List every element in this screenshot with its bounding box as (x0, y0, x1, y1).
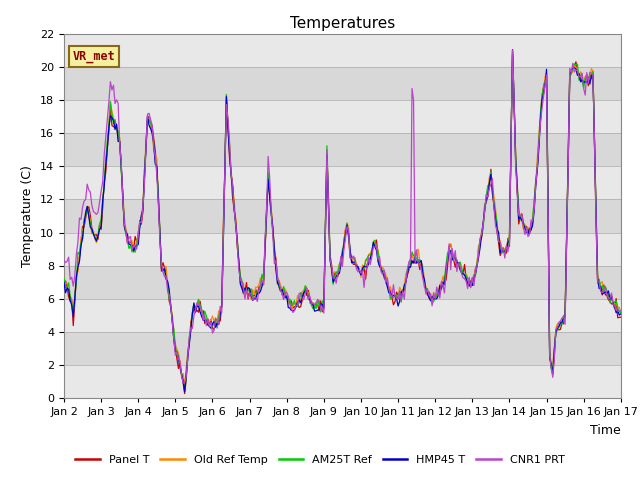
Bar (64, 299, 621, 332)
Text: VR_met: VR_met (72, 50, 115, 63)
Bar (64, 332, 621, 365)
Bar (64, 266, 621, 299)
Bar (64, 34, 621, 67)
Bar (64, 67, 621, 100)
Bar (64, 233, 621, 266)
Bar (64, 365, 621, 398)
Bar (64, 166, 621, 199)
Bar (64, 100, 621, 133)
X-axis label: Time: Time (590, 424, 621, 437)
Title: Temperatures: Temperatures (290, 16, 395, 31)
Bar (64, 133, 621, 166)
Legend: Panel T, Old Ref Temp, AM25T Ref, HMP45 T, CNR1 PRT: Panel T, Old Ref Temp, AM25T Ref, HMP45 … (71, 451, 569, 469)
Y-axis label: Temperature (C): Temperature (C) (22, 165, 35, 267)
Bar (64, 199, 621, 233)
